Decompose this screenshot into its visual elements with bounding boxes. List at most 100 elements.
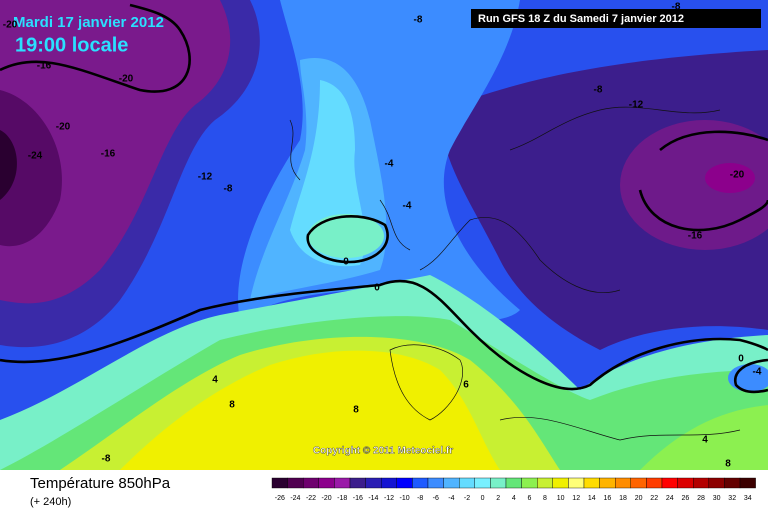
contour-label: 0 <box>343 257 349 268</box>
legend-swatch <box>537 477 554 489</box>
contour-label: -12 <box>198 172 213 183</box>
legend-label: 22 <box>650 495 658 502</box>
legend-swatch <box>505 477 522 489</box>
legend-label: 28 <box>697 495 705 502</box>
contour-label: 8 <box>353 405 359 416</box>
legend-swatch <box>677 477 694 489</box>
legend-swatch <box>381 477 398 489</box>
run-info: Run GFS 18 Z du Samedi 7 janvier 2012 <box>478 13 684 25</box>
contour-label: -4 <box>385 159 394 170</box>
legend-label: -12 <box>384 495 394 502</box>
legend-label: 16 <box>604 495 612 502</box>
legend-label: 34 <box>744 495 752 502</box>
legend-swatch <box>552 477 569 489</box>
legend-label: 14 <box>588 495 596 502</box>
contour-label: -12 <box>629 100 644 111</box>
legend-label: 26 <box>682 495 690 502</box>
legend-label: 32 <box>728 495 736 502</box>
contour-label: 0 <box>374 283 380 294</box>
legend-label: 6 <box>527 495 531 502</box>
legend-swatch <box>693 477 710 489</box>
run-banner <box>471 9 761 28</box>
contour-label: -16 <box>37 61 52 72</box>
legend-swatch <box>661 477 678 489</box>
contour-labels: -20 -16 -20 -20 -24 -16 -12 -8 -8 -8 -8 -12 -4 -4 0 0 -2… <box>3 2 762 470</box>
contour-label: -8 <box>594 85 603 96</box>
legend-label: 4 <box>512 495 516 502</box>
contours <box>0 3 768 394</box>
contour-label: -24 <box>28 151 43 162</box>
contour-label: -16 <box>101 149 116 160</box>
legend-label: -10 <box>400 495 410 502</box>
copyright: Copyright © 2011 Meteociel.fr <box>313 446 453 457</box>
legend-swatch <box>412 477 429 489</box>
legend-label: -8 <box>417 495 423 502</box>
contour-label: -8 <box>102 454 111 465</box>
contour-label: -4 <box>753 367 762 378</box>
legend-swatch <box>521 477 538 489</box>
contour-label: -20 <box>730 170 745 181</box>
legend-swatch <box>708 477 725 489</box>
legend-label: -6 <box>433 495 439 502</box>
legend-label: -22 <box>306 495 316 502</box>
legend-swatch <box>396 477 413 489</box>
contour-label: -8 <box>414 15 423 26</box>
legend-label: 18 <box>619 495 627 502</box>
legend-swatch <box>583 477 600 489</box>
legend-swatch <box>427 477 444 489</box>
contour-label: -20 <box>119 74 134 85</box>
legend-label: -2 <box>464 495 470 502</box>
legend-label: -18 <box>337 495 347 502</box>
contour-label: -4 <box>403 201 412 212</box>
forecast-date: Mardi 17 janvier 2012 <box>13 14 164 31</box>
legend-swatch <box>568 477 585 489</box>
legend-label: -4 <box>448 495 454 502</box>
legend-label: 12 <box>572 495 580 502</box>
legend-swatch <box>303 477 320 489</box>
legend-label: 2 <box>496 495 500 502</box>
contour-label: 0 <box>738 354 744 365</box>
forecast-time: 19:00 locale <box>15 34 128 56</box>
legend-label: 20 <box>635 495 643 502</box>
legend-label: -20 <box>322 495 332 502</box>
legend-swatch <box>349 477 366 489</box>
contour-label: -20 <box>56 122 71 133</box>
legend-swatch <box>724 477 741 489</box>
contour-label: -16 <box>688 231 703 242</box>
contour-label: 4 <box>702 435 708 446</box>
legend-label: 8 <box>543 495 547 502</box>
lead-time: (+ 240h) <box>30 496 71 508</box>
legend-label: -14 <box>368 495 378 502</box>
legend-label: 0 <box>481 495 485 502</box>
legend-swatch <box>615 477 632 489</box>
map-background <box>0 0 768 470</box>
contour-label: 8 <box>229 400 235 411</box>
contour-label: -8 <box>224 184 233 195</box>
legend-swatch <box>271 477 288 489</box>
contour-label: 4 <box>212 375 218 386</box>
legend-label: -24 <box>290 495 300 502</box>
legend-swatch <box>365 477 382 489</box>
legend-swatch <box>459 477 476 489</box>
contour-label: 6 <box>463 380 469 391</box>
contour-label: 8 <box>725 459 731 470</box>
legend-swatch <box>490 477 507 489</box>
legend-swatch <box>599 477 616 489</box>
legend-swatch <box>630 477 647 489</box>
legend-swatch <box>443 477 460 489</box>
legend-swatch <box>334 477 351 489</box>
legend-label: -16 <box>353 495 363 502</box>
contour-label: -8 <box>672 2 681 13</box>
legend-label: -26 <box>275 495 285 502</box>
legend-swatch <box>318 477 335 489</box>
legend-label: 10 <box>557 495 565 502</box>
borders <box>289 106 741 441</box>
legend-label: 24 <box>666 495 674 502</box>
legend-swatch <box>646 477 663 489</box>
legend-label: 30 <box>713 495 721 502</box>
legend-swatch <box>739 477 756 489</box>
legend-swatch <box>287 477 304 489</box>
contour-label: -20 <box>3 20 18 31</box>
